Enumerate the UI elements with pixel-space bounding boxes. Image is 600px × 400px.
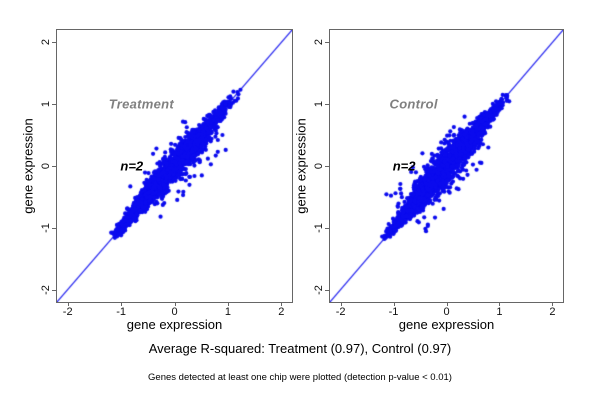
y-axis-tick-mark bbox=[325, 104, 329, 106]
y-axis-tick-mark bbox=[52, 104, 56, 106]
x-axis-title-control: gene expression bbox=[398, 317, 495, 332]
x-axis-tick-mark bbox=[281, 302, 283, 306]
y-axis-tick-mark bbox=[52, 42, 56, 44]
x-axis-tick-mark bbox=[121, 302, 123, 306]
scatter-panel-control: Control n=2 gene expression gene express… bbox=[294, 29, 564, 332]
y-axis-tick-label: 0 bbox=[40, 162, 52, 170]
treatment-scatter-canvas bbox=[57, 30, 292, 302]
y-axis-tick-label: -2 bbox=[40, 284, 52, 295]
average-r-squared-caption: Average R-squared: Treatment (0.97), Con… bbox=[148, 341, 452, 356]
detection-note-caption: Genes detected at least one chip were pl… bbox=[148, 372, 452, 383]
x-axis-tick-mark bbox=[67, 302, 69, 306]
x-axis-tick-label: 0 bbox=[171, 306, 178, 318]
x-axis-tick-label: -2 bbox=[62, 306, 73, 318]
x-axis-tick-mark bbox=[446, 302, 448, 306]
group-label-treatment: Treatment bbox=[108, 96, 175, 112]
x-axis-tick-mark bbox=[552, 302, 554, 306]
x-axis-tick-label: 0 bbox=[443, 306, 450, 318]
y-axis-tick-label: -1 bbox=[313, 222, 325, 233]
sample-size-annotation-control: n=2 bbox=[392, 158, 416, 174]
x-axis-tick-label: -2 bbox=[335, 306, 346, 318]
y-axis-tick-mark bbox=[325, 289, 329, 291]
y-axis-tick-mark bbox=[52, 289, 56, 291]
x-axis-tick-mark bbox=[227, 302, 229, 306]
y-axis-tick-mark bbox=[325, 166, 329, 167]
y-axis-title-treatment: gene expression bbox=[20, 118, 36, 214]
y-axis-tick-label: 1 bbox=[313, 101, 325, 108]
x-axis-tick-label: 1 bbox=[224, 306, 231, 318]
x-axis-tick-mark bbox=[393, 302, 395, 306]
y-axis-tick-label: -2 bbox=[313, 284, 325, 295]
x-axis-tick-label: -1 bbox=[388, 306, 399, 318]
scatter-panel-treatment: Treatment n=2 gene expression gene expre… bbox=[21, 29, 293, 332]
y-axis-tick-label: 0 bbox=[313, 162, 325, 170]
group-label-control: Control bbox=[389, 96, 438, 112]
y-axis-tick-label: 1 bbox=[40, 101, 52, 108]
x-axis-tick-mark bbox=[174, 302, 176, 306]
y-axis-tick-mark bbox=[325, 227, 329, 229]
y-axis-tick-mark bbox=[325, 42, 329, 44]
x-axis-tick-mark bbox=[340, 302, 342, 306]
x-axis-tick-mark bbox=[499, 302, 501, 306]
control-scatter-canvas bbox=[330, 30, 563, 302]
x-axis-title-treatment: gene expression bbox=[126, 317, 223, 332]
sample-size-annotation-treatment: n=2 bbox=[120, 158, 144, 174]
x-axis-tick-label: 1 bbox=[496, 306, 503, 318]
y-axis-title-control: gene expression bbox=[293, 118, 309, 214]
y-axis-tick-mark bbox=[52, 227, 56, 229]
x-axis-tick-label: -1 bbox=[116, 306, 126, 318]
x-axis-tick-label: 2 bbox=[278, 306, 285, 318]
y-axis-tick-mark bbox=[52, 166, 56, 167]
x-axis-tick-label: 2 bbox=[549, 306, 556, 318]
y-axis-tick-label: 2 bbox=[313, 39, 325, 46]
y-axis-tick-label: -1 bbox=[40, 222, 52, 233]
y-axis-tick-label: 2 bbox=[40, 39, 52, 46]
